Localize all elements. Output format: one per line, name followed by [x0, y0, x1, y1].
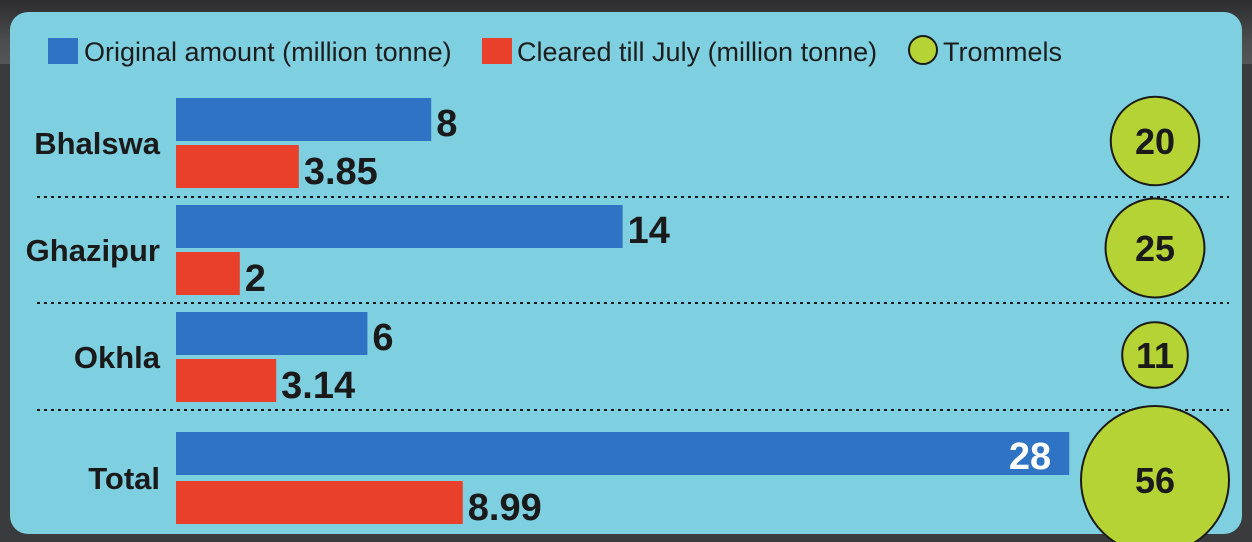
bubble-label-trommels-ghazipur: 25	[1135, 228, 1175, 269]
row-separators	[37, 196, 1229, 411]
legend: Original amount (million tonne) Cleared t…	[48, 35, 1062, 67]
value-label-original-total: 28	[1009, 436, 1051, 478]
legend-swatch-original	[48, 38, 78, 64]
bubble-label-trommels-okhla: 11	[1136, 335, 1174, 376]
value-label-original-bhalswa: 8	[436, 103, 457, 145]
legend-label-original: Original amount (million tonne)	[84, 37, 452, 67]
value-label-cleared-okhla: 3.14	[281, 365, 355, 407]
bubble-trommels-ghazipur	[1104, 197, 1206, 299]
bar-original-total	[176, 432, 1070, 475]
value-label-original-okhla: 6	[372, 317, 393, 359]
bar-cleared-bhalswa	[176, 145, 299, 188]
legend-label-cleared: Cleared till July (million tonne)	[517, 37, 877, 67]
category-label-bhalswa: Bhalswa	[34, 126, 161, 161]
category-labels: Bhalswa Ghazipur Okhla Total	[26, 126, 161, 496]
category-label-total: Total	[88, 461, 160, 496]
bar-original-ghazipur	[176, 205, 623, 248]
bubble-trommels-bhalswa	[1109, 95, 1201, 187]
trommel-bubbles: 20 25 11 56	[1080, 95, 1230, 542]
legend-swatch-trommels	[908, 35, 938, 65]
bar-cleared-okhla	[176, 359, 277, 402]
bar-cleared-ghazipur	[176, 252, 240, 295]
data-labels: 8 3.85 14 2 6 3.14 28 8.99	[245, 103, 1051, 529]
category-label-okhla: Okhla	[74, 340, 161, 375]
category-label-ghazipur: Ghazipur	[26, 233, 160, 268]
bubble-trommels-total	[1080, 405, 1230, 542]
bubble-label-trommels-bhalswa: 20	[1135, 121, 1175, 162]
legend-swatch-cleared	[482, 38, 512, 64]
bar-original-okhla	[176, 312, 368, 355]
value-label-cleared-ghazipur: 2	[245, 258, 266, 300]
bar-original-bhalswa	[176, 98, 432, 141]
bubble-trommels-okhla	[1121, 321, 1189, 389]
value-label-original-ghazipur: 14	[628, 210, 670, 252]
value-label-cleared-bhalswa: 3.85	[304, 151, 378, 193]
legend-label-trommels: Trommels	[943, 37, 1062, 67]
value-label-cleared-total: 8.99	[468, 487, 542, 529]
bars	[176, 98, 1070, 524]
bubble-label-trommels-total: 56	[1135, 460, 1175, 501]
bar-cleared-total	[176, 481, 463, 524]
